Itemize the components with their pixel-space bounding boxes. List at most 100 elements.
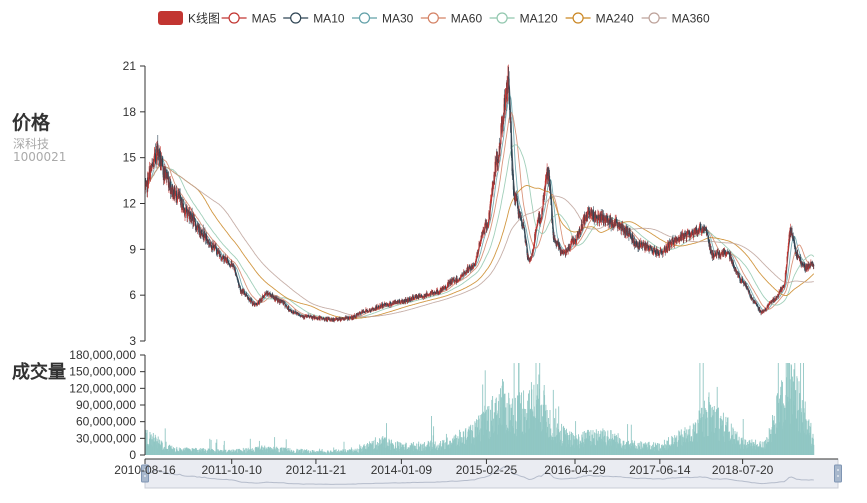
candle-body: [258, 301, 259, 303]
candle-body: [189, 211, 191, 219]
candle-body: [629, 230, 631, 236]
candle-body: [671, 242, 673, 244]
candle-body: [381, 303, 383, 308]
legend-item-ma240[interactable]: MA240: [565, 12, 634, 26]
legend-item-ma10[interactable]: MA10: [283, 12, 345, 26]
candle-body: [160, 166, 162, 167]
candle-body: [774, 300, 776, 302]
candle-body: [416, 295, 418, 297]
candle-body: [491, 188, 493, 195]
candle-body: [275, 300, 276, 302]
price-tick-label: 9: [129, 242, 136, 256]
candle-body: [440, 288, 442, 292]
candle-body: [498, 156, 500, 158]
candle-body: [488, 212, 490, 221]
candle-body: [206, 234, 207, 241]
candle-body: [503, 112, 505, 122]
candle-body: [752, 298, 754, 303]
candle-body: [557, 242, 559, 244]
candle-body: [484, 223, 486, 234]
volume-tick-label: 120,000,000: [69, 381, 136, 395]
candle-body: [417, 297, 419, 299]
candle-body: [302, 315, 304, 317]
zoom-handle-left[interactable]: [141, 464, 149, 483]
candle-body: [706, 227, 707, 235]
legend-item-ma360[interactable]: MA360: [641, 12, 710, 26]
candle-body: [445, 286, 447, 289]
candle-body: [659, 250, 661, 255]
candle-body: [535, 228, 537, 230]
candle-body: [377, 305, 379, 307]
candle-body: [720, 253, 722, 257]
candle-body: [742, 281, 744, 284]
candle-body: [239, 287, 241, 292]
candle-body: [506, 87, 508, 103]
candle-body: [789, 230, 791, 239]
candle-body: [512, 174, 514, 190]
candle-body: [378, 307, 380, 309]
candle-body: [760, 312, 762, 314]
legend[interactable]: K线图 MA5 MA10 MA30 MA60 MA120 MA240 MA360: [158, 11, 710, 26]
candle-body: [545, 177, 547, 179]
candle-body: [182, 207, 184, 210]
candle-body: [427, 294, 429, 296]
candle-body: [206, 240, 208, 241]
legend-item-ma60[interactable]: MA60: [420, 12, 483, 26]
legend-item-ma5[interactable]: MA5: [221, 12, 277, 26]
candle-body: [585, 217, 587, 219]
candle-body: [198, 225, 200, 233]
candle-body: [473, 263, 475, 267]
candle-body: [813, 265, 815, 267]
candle-body: [594, 212, 596, 220]
legend-item-ma120[interactable]: MA120: [489, 12, 558, 26]
candle-body: [160, 152, 162, 167]
candle-body: [650, 247, 652, 250]
candle-body: [180, 194, 181, 201]
candle-body: [465, 272, 467, 274]
candle-body: [145, 182, 147, 186]
candle-body: [147, 177, 149, 189]
legend-item-k[interactable]: K线图: [158, 11, 220, 26]
candle-body: [323, 318, 325, 320]
date-tick-label: 2012-11-21: [286, 463, 347, 477]
candle-body: [376, 306, 378, 308]
candle-body: [498, 146, 500, 157]
candle-body: [587, 210, 589, 212]
candle-body: [263, 297, 265, 298]
candle-body: [533, 245, 535, 248]
candle-body: [798, 256, 800, 259]
candle-body: [175, 193, 177, 195]
candle-body: [599, 218, 601, 223]
candle-body: [250, 300, 252, 303]
candle-body: [254, 305, 256, 307]
candle-body: [784, 281, 786, 285]
candle-body: [368, 309, 370, 312]
candle-body: [150, 165, 152, 169]
candle-body: [787, 251, 789, 253]
candle-body: [288, 310, 290, 312]
candle-body: [495, 164, 497, 170]
candle-body: [334, 320, 335, 322]
candle-body: [704, 229, 706, 230]
candle-body: [652, 252, 654, 255]
candle-body: [451, 279, 453, 284]
candle-body: [649, 248, 650, 251]
volume-tick-label: 150,000,000: [69, 365, 136, 379]
candle-body: [207, 241, 209, 243]
zoom-handle-right[interactable]: [834, 464, 842, 483]
candle-body: [476, 258, 477, 259]
candle-body: [231, 261, 233, 265]
candle-body: [481, 236, 483, 238]
candle-body: [751, 296, 752, 300]
candle-body: [502, 126, 503, 128]
candle-body: [400, 303, 402, 304]
candle-body: [365, 309, 367, 312]
candle-body: [661, 252, 663, 253]
candle-body: [680, 237, 682, 241]
candle-body: [555, 242, 557, 246]
candle-body: [565, 248, 567, 250]
candle-body: [510, 121, 512, 150]
candle-body: [571, 238, 573, 242]
data-zoom-slider[interactable]: [141, 458, 842, 489]
legend-item-ma30[interactable]: MA30: [352, 12, 414, 26]
